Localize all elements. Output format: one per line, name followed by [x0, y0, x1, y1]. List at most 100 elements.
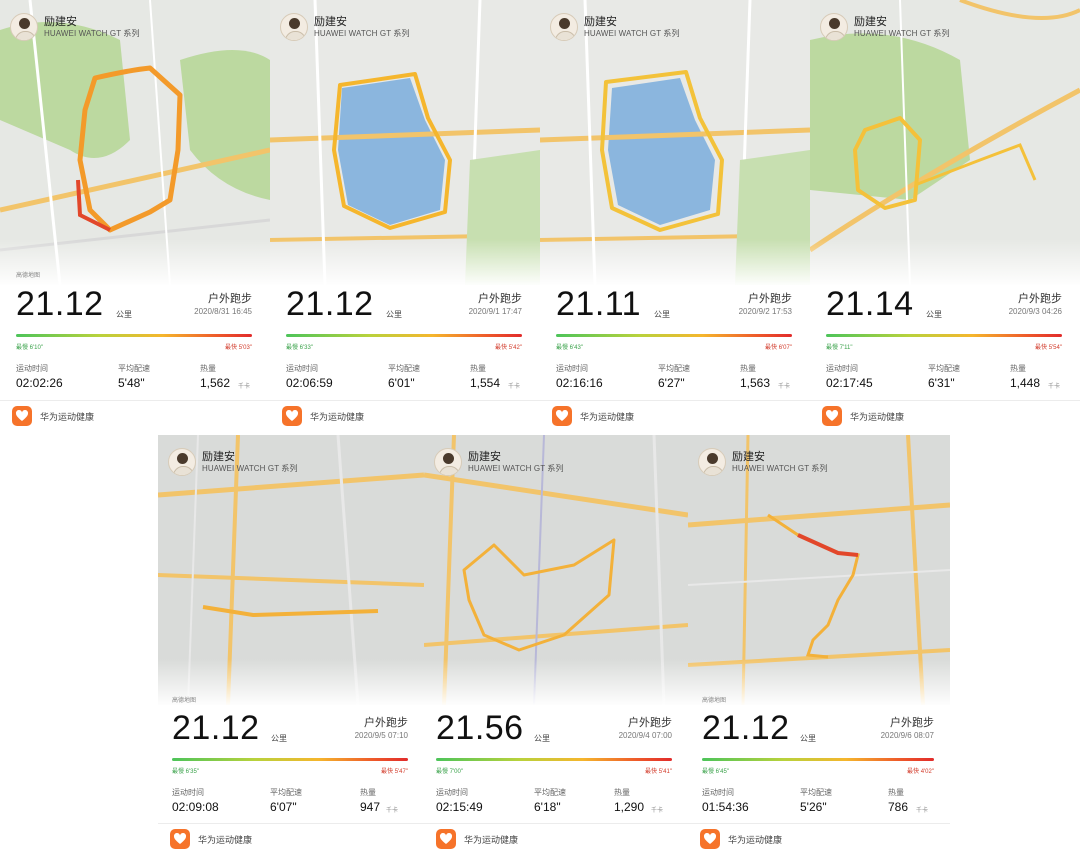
heart-icon: [552, 406, 572, 426]
distance-unit: 公里: [386, 310, 402, 319]
pace-slowest: 最慢 6'35": [172, 769, 199, 775]
distance-unit: 公里: [116, 310, 132, 319]
pace-label: 平均配速: [388, 364, 420, 373]
calorie-label: 热量: [360, 788, 376, 797]
avatar[interactable]: [698, 448, 726, 476]
app-footer[interactable]: 华为运动健康: [270, 400, 540, 430]
calorie-value: 1,290: [614, 800, 645, 814]
distance-unit: 公里: [800, 734, 816, 743]
route-map[interactable]: [688, 435, 950, 705]
pace-value: 6'18": [534, 800, 561, 814]
avatar[interactable]: [168, 448, 196, 476]
time-value: 01:54:36: [702, 800, 749, 814]
device-name: HUAWEI WATCH GT 系列: [202, 463, 298, 473]
heart-icon: [822, 406, 842, 426]
pace-gradient-bar: [172, 758, 408, 761]
run-card[interactable]: 励建安 HUAWEI WATCH GT 系列 高德地图 21.12 公里 户外跑…: [688, 435, 950, 855]
user-name: 励建安: [44, 16, 77, 29]
pace-value: 6'31": [928, 376, 955, 390]
pace-gradient-bar: [16, 334, 252, 337]
app-footer[interactable]: 华为运动健康: [0, 400, 270, 430]
distance-unit: 公里: [926, 310, 942, 319]
app-footer[interactable]: 华为运动健康: [158, 823, 424, 853]
map-canvas: [0, 0, 270, 285]
time-value: 02:06:59: [286, 376, 333, 390]
user-header: 励建安 HUAWEI WATCH GT 系列: [698, 445, 828, 479]
calorie-unit: 千卡: [916, 808, 929, 814]
distance-value: 21.56: [436, 709, 524, 747]
route-map[interactable]: [270, 0, 540, 285]
heart-icon: [12, 406, 32, 426]
app-name: 华为运动健康: [198, 835, 253, 845]
app-footer[interactable]: 华为运动健康: [424, 823, 688, 853]
app-footer[interactable]: 华为运动健康: [688, 823, 950, 853]
time-value: 02:17:45: [826, 376, 873, 390]
calorie-unit: 千卡: [778, 384, 791, 390]
sport-type: 户外跑步: [748, 293, 792, 305]
run-datetime: 2020/9/1 17:47: [468, 307, 522, 316]
pace-slowest: 最慢 6'10": [16, 345, 43, 351]
device-name: HUAWEI WATCH GT 系列: [854, 28, 950, 38]
distance-value: 21.14: [826, 285, 914, 323]
user-name: 励建安: [854, 16, 887, 29]
run-card[interactable]: 励建安 HUAWEI WATCH GT 系列 21.12 公里 户外跑步 202…: [270, 0, 540, 430]
time-label: 运动时间: [16, 364, 48, 373]
time-value: 02:09:08: [172, 800, 219, 814]
route-map[interactable]: [540, 0, 810, 285]
run-card[interactable]: 励建安 HUAWEI WATCH GT 系列 21.11 公里 户外跑步 202…: [540, 0, 810, 430]
route-map[interactable]: [158, 435, 424, 705]
route-map[interactable]: [0, 0, 270, 285]
user-name: 励建安: [314, 16, 347, 29]
device-name: HUAWEI WATCH GT 系列: [314, 28, 410, 38]
app-name: 华为运动健康: [464, 835, 519, 845]
app-footer[interactable]: 华为运动健康: [540, 400, 810, 430]
pace-fastest: 最快 5'41": [645, 769, 672, 775]
pace-slowest: 最慢 7'11": [826, 345, 853, 351]
calorie-value: 1,554: [470, 376, 501, 390]
avatar[interactable]: [820, 13, 848, 41]
run-card[interactable]: 励建安 HUAWEI WATCH GT 系列 21.14 公里 户外跑步 202…: [810, 0, 1080, 430]
time-label: 运动时间: [826, 364, 858, 373]
avatar[interactable]: [280, 13, 308, 41]
heart-icon: [170, 829, 190, 849]
pace-slowest: 最慢 6'33": [286, 345, 313, 351]
pace-gradient-bar: [702, 758, 934, 761]
time-label: 运动时间: [556, 364, 588, 373]
run-datetime: 2020/8/31 16:45: [194, 307, 252, 316]
pace-fastest: 最快 5'03": [225, 345, 252, 351]
device-name: HUAWEI WATCH GT 系列: [44, 28, 140, 38]
calorie-unit: 千卡: [386, 808, 399, 814]
user-header: 励建安 HUAWEI WATCH GT 系列: [434, 445, 564, 479]
pace-value: 5'26": [800, 800, 827, 814]
map-canvas: [810, 0, 1080, 285]
distance-unit: 公里: [654, 310, 670, 319]
pace-label: 平均配速: [270, 788, 302, 797]
run-card[interactable]: 励建安 HUAWEI WATCH GT 系列 高德地图 21.12 公里 户外跑…: [158, 435, 424, 855]
distance-value: 21.12: [16, 285, 104, 323]
time-label: 运动时间: [436, 788, 468, 797]
calorie-unit: 千卡: [1048, 384, 1061, 390]
time-value: 02:16:16: [556, 376, 603, 390]
calorie-unit: 千卡: [508, 384, 521, 390]
run-card[interactable]: 励建安 HUAWEI WATCH GT 系列 21.56 公里 户外跑步 202…: [424, 435, 688, 855]
pace-gradient-bar: [556, 334, 792, 337]
heart-icon: [436, 829, 456, 849]
sport-type: 户外跑步: [1018, 293, 1062, 305]
run-card[interactable]: 励建安 HUAWEI WATCH GT 系列 高德地图 21.12 公里 户外跑…: [0, 0, 270, 430]
user-name: 励建安: [732, 451, 765, 464]
app-footer[interactable]: 华为运动健康: [810, 400, 1080, 430]
calorie-value: 1,563: [740, 376, 771, 390]
route-map[interactable]: [424, 435, 688, 705]
avatar[interactable]: [10, 13, 38, 41]
avatar[interactable]: [434, 448, 462, 476]
map-brand: 高德地图: [702, 698, 727, 704]
sport-type: 户外跑步: [208, 293, 252, 305]
avatar[interactable]: [550, 13, 578, 41]
calorie-label: 热量: [470, 364, 486, 373]
calorie-unit: 千卡: [238, 384, 251, 390]
app-name: 华为运动健康: [728, 835, 783, 845]
calorie-label: 热量: [200, 364, 216, 373]
distance-value: 21.12: [286, 285, 374, 323]
calorie-label: 热量: [1010, 364, 1026, 373]
route-map[interactable]: [810, 0, 1080, 285]
